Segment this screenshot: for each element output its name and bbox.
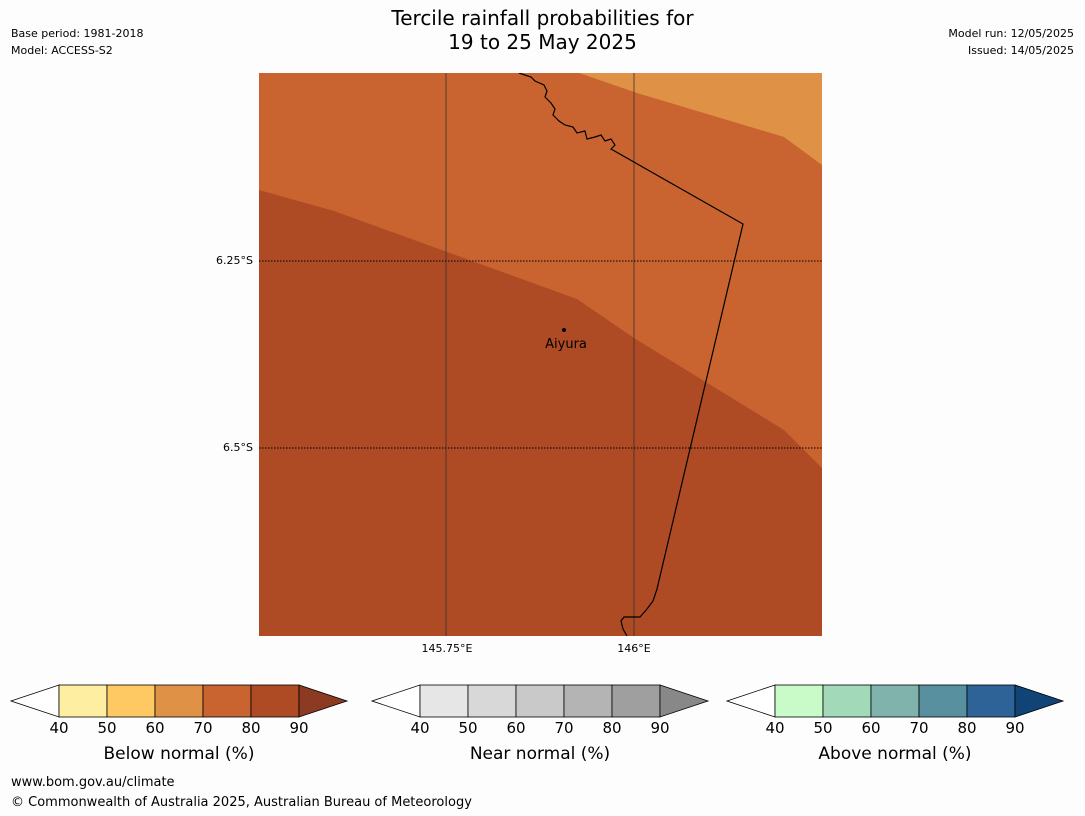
colorbar-tick: 50 [97,719,117,737]
colorbar-above-swatch-60-70 [870,684,920,718]
header-meta-left: Base period: 1981-2018 Model: ACCESS-S2 [11,25,143,59]
footer-copyright: © Commonwealth of Australia 2025, Austra… [11,795,472,810]
colorbar-above-ticks: 40 50 60 70 80 90 [726,719,1066,739]
colorbar-tick: 60 [145,719,165,737]
colorbar-below-swatch-60-70 [154,684,204,718]
colorbar-tick: 80 [957,719,977,737]
colorbar-near-swatch-40-50 [419,684,469,718]
lat-label-6-25: 6.25°S [216,254,253,267]
model-text: Model: ACCESS-S2 [11,44,113,57]
colorbar-tick: 90 [650,719,670,737]
colorbar-near-swatch-80-90 [611,684,661,718]
colorbar-near-extend-high [659,684,710,718]
colorbar-near-label: Near normal (%) [469,744,611,764]
colorbar-below-swatch-80-90 [250,684,300,718]
colorbar-near-swatch-70-80 [563,684,613,718]
colorbar-tick: 90 [289,719,309,737]
colorbar-below-extend-high [298,684,349,718]
colorbar-tick: 90 [1005,719,1025,737]
colorbar-below-ticks: 40 50 60 70 80 90 [10,719,350,739]
issued-text: Issued: 14/05/2025 [967,44,1074,57]
colorbar-near-svg [370,684,710,718]
region-below-50-60 [579,73,822,165]
colorbar-tick: 60 [861,719,881,737]
colorbar-tick: 70 [554,719,574,737]
place-marker [562,328,566,332]
border-line [518,73,744,636]
colorbar-near-ticks: 40 50 60 70 80 90 [371,719,711,739]
colorbar-tick: 80 [241,719,261,737]
colorbar-tick: 80 [602,719,622,737]
colorbar-below-svg [9,684,349,718]
colorbar-above-swatch-40-50 [774,684,824,718]
colorbar-above-extend-low [725,684,776,718]
place-label: Aiyura [545,337,587,352]
colorbar-below-label: Below normal (%) [103,744,255,764]
colorbar-below-swatch-70-80 [202,684,252,718]
title-line-2: 19 to 25 May 2025 [448,30,637,54]
colorbar-tick: 70 [193,719,213,737]
colorbar-tick: 70 [909,719,929,737]
map-title: Tercile rainfall probabilities for 19 to… [0,6,1085,54]
colorbar-near [370,684,711,724]
region-below-60-70 [259,73,822,468]
colorbar-near-swatch-60-70 [515,684,565,718]
colorbar-near-extend-low [370,684,421,718]
lon-label-145-75: 145.75°E [421,642,473,655]
colorbar-above-swatch-70-80 [918,684,968,718]
colorbar-below-extend-low [9,684,60,718]
colorbar-tick: 40 [410,719,430,737]
colorbar-above-svg [725,684,1065,718]
title-line-1: Tercile rainfall probabilities for [391,6,694,30]
map-panel[interactable] [259,73,822,636]
colorbar-above [725,684,1066,724]
base-period-text: Base period: 1981-2018 [11,27,144,40]
lon-label-146: 146°E [617,642,651,655]
colorbar-above-swatch-80-90 [966,684,1016,718]
footer-url[interactable]: www.bom.gov.au/climate [11,775,175,790]
colorbar-below-swatch-50-60 [106,684,156,718]
header-meta-right: Model run: 12/05/2025 Issued: 14/05/2025 [948,25,1074,59]
colorbar-below [9,684,350,724]
map-canvas [259,73,822,636]
colorbar-tick: 60 [506,719,526,737]
colorbar-tick: 40 [49,719,69,737]
colorbar-above-label: Above normal (%) [818,744,972,764]
colorbar-tick: 40 [765,719,785,737]
model-run-text: Model run: 12/05/2025 [948,27,1074,40]
colorbar-above-swatch-50-60 [822,684,872,718]
lat-label-6-5: 6.5°S [223,441,253,454]
colorbar-near-swatch-50-60 [467,684,517,718]
colorbar-tick: 50 [458,719,478,737]
colorbar-tick: 50 [813,719,833,737]
colorbar-above-extend-high [1014,684,1065,718]
colorbar-below-swatch-40-50 [58,684,108,718]
